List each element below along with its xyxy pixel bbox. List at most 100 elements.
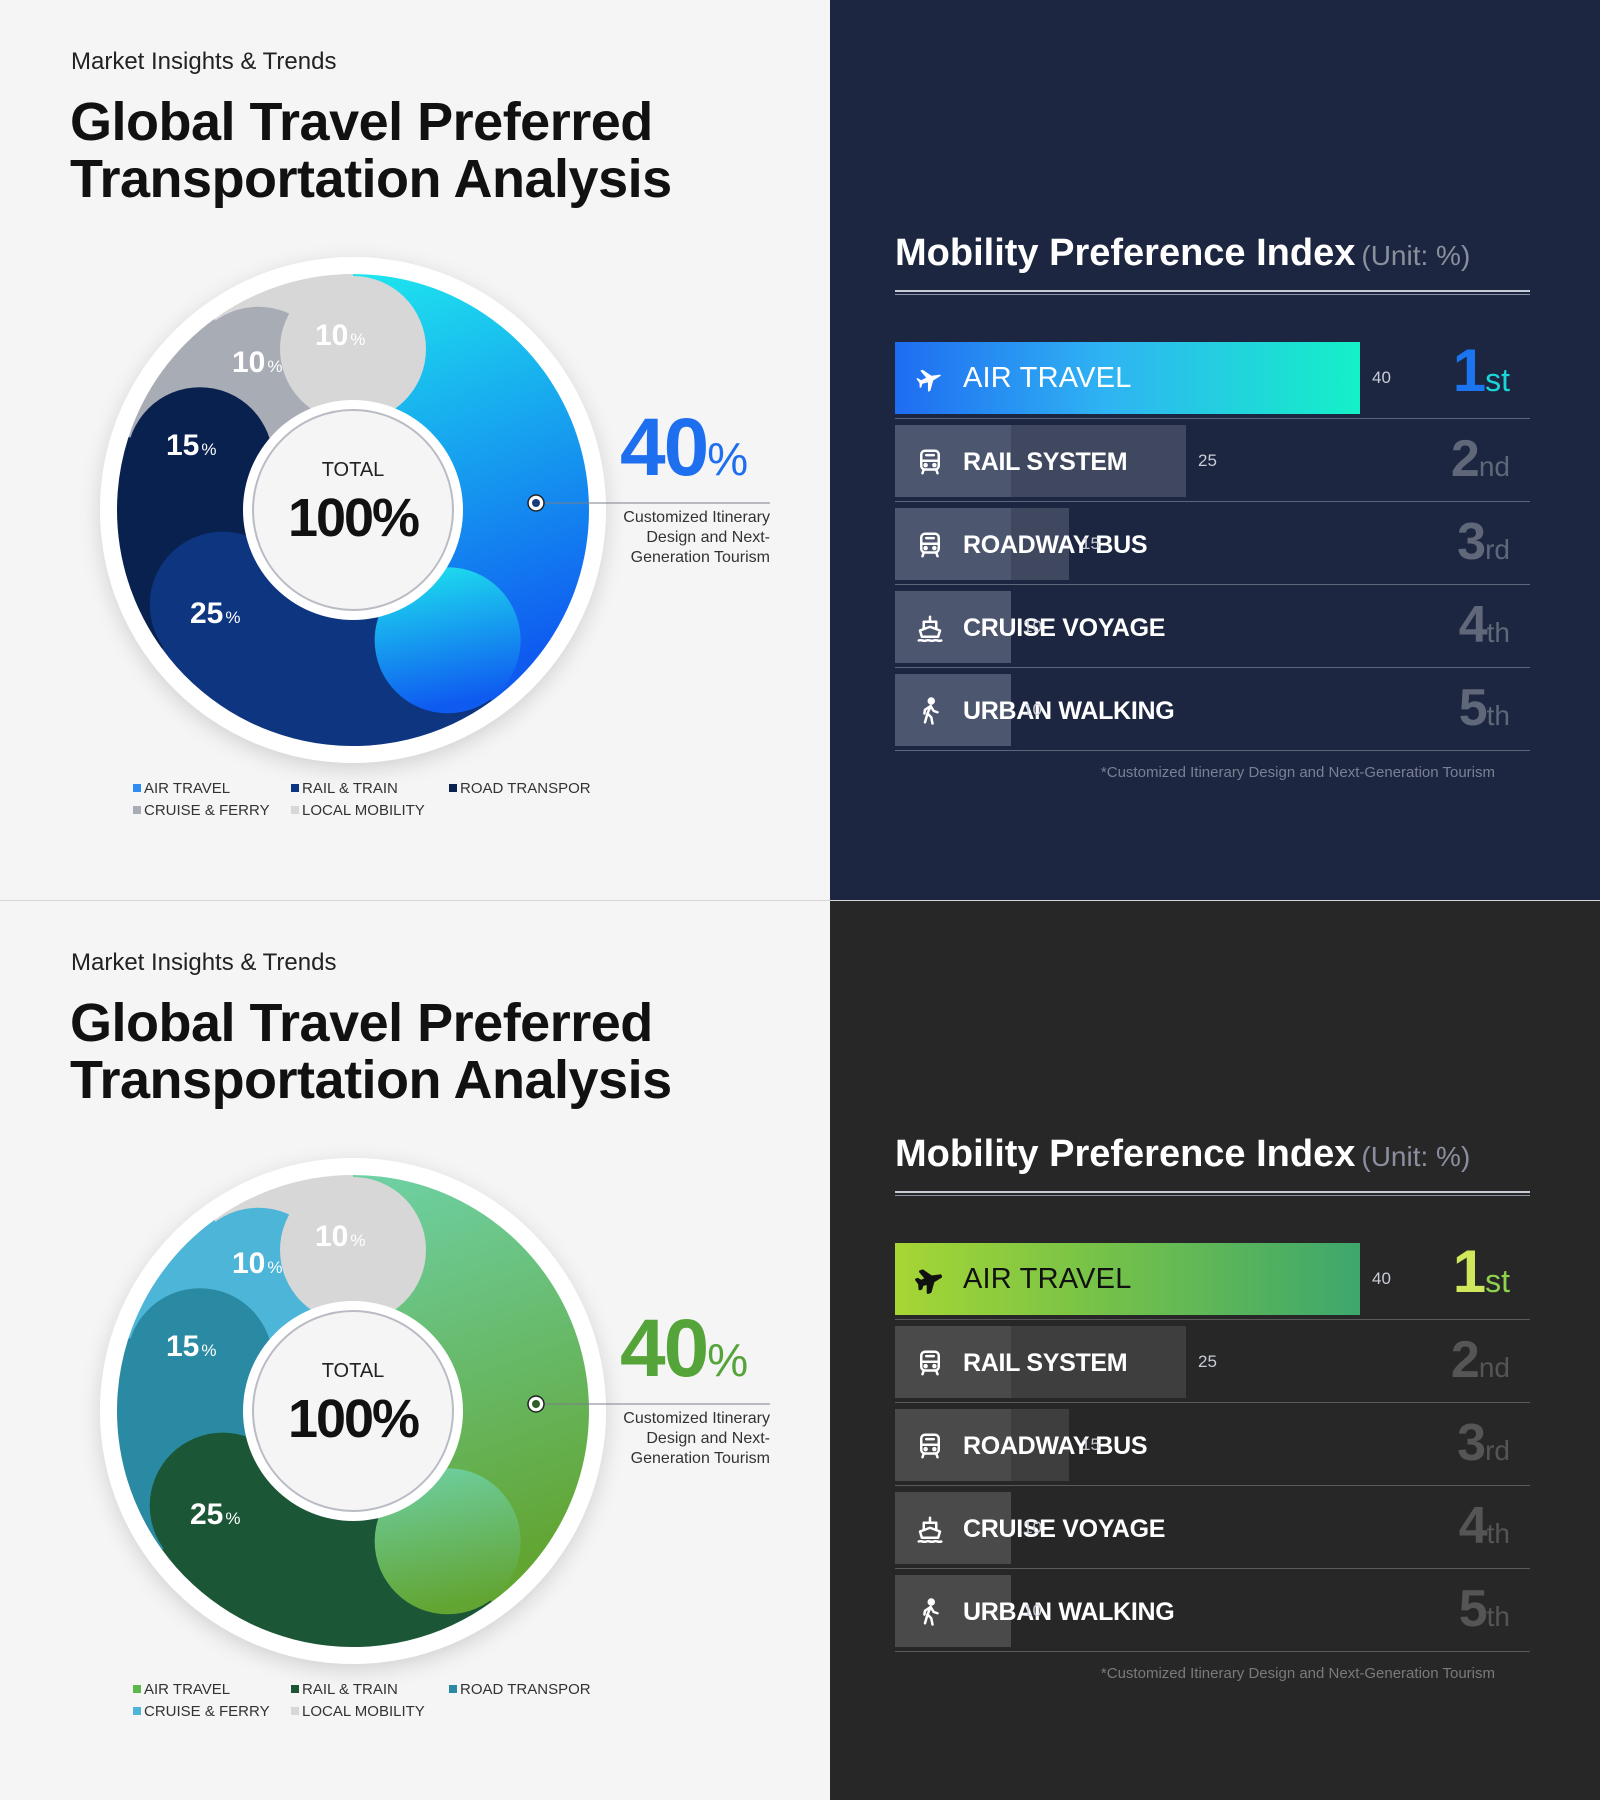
- rank-suffix: nd: [1478, 1352, 1510, 1383]
- legend-item: ROAD TRANSPOR: [449, 1681, 591, 1698]
- ranking-row: CRUISE VOYAGE 10 4th: [895, 585, 1530, 668]
- title-line: Global Travel Preferred: [70, 92, 653, 152]
- rank-number: 5: [1458, 679, 1488, 737]
- donut-section: Market Insights & Trends Global Travel Pr…: [0, 901, 830, 1800]
- donut-segment-road-transport-cap: [126, 387, 273, 534]
- row-divider: [895, 501, 1530, 502]
- callout-description-line: Design and Next-: [646, 1430, 770, 1447]
- legend-swatch: [133, 1685, 141, 1693]
- page-title: Global Travel Preferred Transportation An…: [70, 94, 672, 208]
- rank-suffix: rd: [1485, 534, 1510, 565]
- infographic-panel-green: Market Insights & Trends Global Travel Pr…: [0, 900, 1600, 1800]
- donut-segment-local-mobility-cap: [280, 276, 426, 422]
- donut-section: Market Insights & Trends Global Travel Pr…: [0, 0, 830, 900]
- legend-swatch: [291, 806, 299, 814]
- ranking-label: AIR TRAVEL: [963, 362, 1132, 394]
- callout-description-line: Generation Tourism: [630, 1450, 770, 1467]
- callout-marker-dot: [532, 1400, 540, 1408]
- legend-item: RAIL & TRAIN: [291, 780, 398, 797]
- legend-swatch: [133, 806, 141, 814]
- ranking-row: URBAN WALKING 10 5th: [895, 668, 1530, 751]
- legend-label: RAIL & TRAIN: [302, 1681, 398, 1698]
- infographic-panel-blue: Market Insights & Trends Global Travel Pr…: [0, 0, 1600, 900]
- ranking-label: URBAN WALKING: [963, 697, 1175, 725]
- row-divider: [895, 418, 1530, 419]
- bus-icon: [915, 1431, 945, 1461]
- ranking-value: 10: [1023, 617, 1042, 636]
- ranking-section: Mobility Preference Index (Unit: %) AIR TR…: [830, 0, 1600, 900]
- ranking-value: 25: [1198, 1352, 1217, 1371]
- rank-badge: 2nd: [1451, 429, 1510, 489]
- ranking-icon-cell: [895, 1575, 1011, 1647]
- rank-badge: 4th: [1459, 1496, 1510, 1556]
- footnote: *Customized Itinerary Design and Next-Ge…: [1100, 764, 1495, 781]
- footnote: *Customized Itinerary Design and Next-Ge…: [1100, 1665, 1495, 1682]
- airplane-icon: [915, 1265, 945, 1295]
- legend-item: LOCAL MOBILITY: [291, 802, 425, 819]
- row-divider: [895, 750, 1530, 751]
- ranking-row: ROADWAY BUS 15 3rd: [895, 502, 1530, 585]
- ranking-title: Mobility Preference Index (Unit: %): [895, 232, 1470, 275]
- row-divider: [895, 1319, 1530, 1320]
- rank-suffix: nd: [1478, 451, 1510, 482]
- rank-number: 1: [1452, 1238, 1486, 1305]
- legend-item: CRUISE & FERRY: [133, 802, 270, 819]
- row-divider: [895, 584, 1530, 585]
- callout-description-line: Customized Itinerary: [623, 1410, 770, 1427]
- ranking-label: AIR TRAVEL: [963, 1263, 1132, 1295]
- callout-description: Customized Itinerary Design and Next- Gene…: [560, 1409, 770, 1469]
- legend-label: ROAD TRANSPOR: [460, 1681, 591, 1698]
- callout-description: Customized Itinerary Design and Next- Gene…: [560, 508, 770, 568]
- ranking-icon-cell: [895, 1409, 1011, 1481]
- rank-badge: 3rd: [1457, 512, 1510, 572]
- ranking-row: RAIL SYSTEM 25 2nd: [895, 419, 1530, 502]
- legend-label: LOCAL MOBILITY: [302, 1703, 425, 1720]
- ranking-unit: (Unit: %): [1361, 240, 1471, 271]
- ranking-value: 10: [1023, 1601, 1042, 1620]
- ranking-icon-cell: [895, 1326, 1011, 1398]
- donut-label-rail-train: 25%: [190, 597, 241, 630]
- legend-label: ROAD TRANSPOR: [460, 780, 591, 797]
- legend-swatch: [449, 1685, 457, 1693]
- donut-center-ring: [252, 409, 454, 611]
- rank-number: 1: [1452, 337, 1486, 404]
- ranking-value: 40: [1372, 1269, 1391, 1288]
- donut-center-label: TOTAL: [322, 1360, 385, 1382]
- legend-swatch: [449, 784, 457, 792]
- legend-label: AIR TRAVEL: [144, 1681, 231, 1698]
- legend-item: ROAD TRANSPOR: [449, 780, 591, 797]
- rank-suffix: th: [1486, 700, 1510, 731]
- rank-badge: 1st: [1453, 1237, 1510, 1306]
- ranking-label: CRUISE VOYAGE: [963, 614, 1166, 642]
- legend-label: LOCAL MOBILITY: [302, 802, 425, 819]
- title-line: Transportation Analysis: [70, 1050, 672, 1110]
- rank-suffix: th: [1486, 617, 1510, 648]
- walking-person-icon: [915, 696, 945, 726]
- callout-unit: %: [707, 433, 749, 485]
- legend-item: CRUISE & FERRY: [133, 1703, 270, 1720]
- callout-description-line: Design and Next-: [646, 529, 770, 546]
- donut-chart: TOTAL 100% 25 % 15 % 10 % 10%: [100, 1158, 770, 1664]
- rank-number: 2: [1450, 430, 1480, 488]
- ranking-title-text: Mobility Preference Index: [895, 1133, 1356, 1175]
- donut-label-road-transport: 15%: [166, 1330, 217, 1363]
- rank-badge: 2nd: [1451, 1330, 1510, 1390]
- train-icon: [915, 1348, 945, 1378]
- rank-suffix: th: [1486, 1518, 1510, 1549]
- rank-badge: 4th: [1459, 595, 1510, 655]
- row-divider: [895, 1568, 1530, 1569]
- donut-chart: TOTAL 100% 25 % 15 % 10 % 10%: [100, 257, 770, 763]
- legend-swatch: [133, 784, 141, 792]
- ranking-value: 15: [1081, 534, 1100, 553]
- rank-suffix: st: [1485, 362, 1510, 398]
- donut-segment-air-travel-cap: [374, 1468, 521, 1615]
- ranking-label: ROADWAY BUS: [963, 531, 1148, 559]
- legend-swatch: [291, 784, 299, 792]
- ranking-row: RAIL SYSTEM 25 2nd: [895, 1320, 1530, 1403]
- ranking-bar: [895, 342, 1360, 414]
- rank-number: 2: [1450, 1331, 1480, 1389]
- legend-item: AIR TRAVEL: [133, 1681, 230, 1698]
- rank-suffix: st: [1485, 1263, 1510, 1299]
- donut-center-value: 100%: [288, 488, 419, 548]
- title-divider: [895, 290, 1530, 295]
